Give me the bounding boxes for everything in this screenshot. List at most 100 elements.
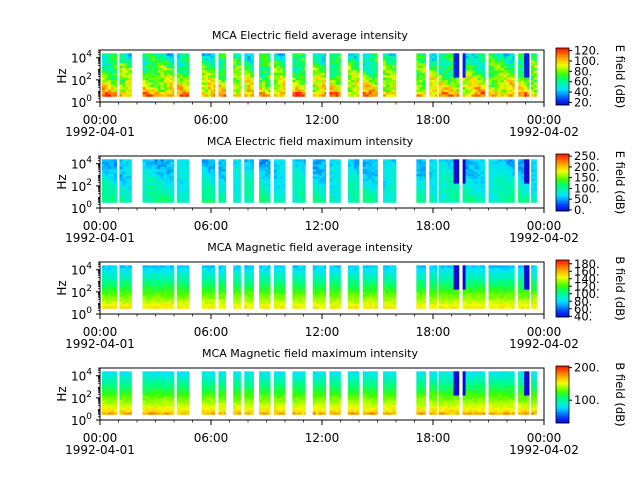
spectrogram-cell bbox=[201, 86, 206, 90]
spectrogram-cell bbox=[444, 70, 448, 73]
spectrogram-cell bbox=[148, 274, 152, 278]
spectrogram-cell bbox=[154, 279, 158, 283]
spectrogram-cell bbox=[292, 72, 296, 76]
spectrogram-cell bbox=[295, 53, 299, 57]
spectrogram-cell bbox=[273, 77, 278, 80]
spectrogram-cell bbox=[259, 166, 263, 170]
spectrogram-cell bbox=[395, 183, 397, 186]
spectrogram-cell bbox=[518, 62, 522, 66]
spectrogram-cell bbox=[441, 195, 445, 198]
spectrogram-cell bbox=[119, 303, 123, 307]
spectrogram-cell bbox=[279, 89, 284, 92]
spectrogram-cell bbox=[160, 62, 164, 66]
spectrogram-cell bbox=[321, 74, 326, 78]
spectrogram-cell bbox=[491, 159, 495, 163]
spectrogram-cell bbox=[179, 86, 184, 90]
spectrogram-cell bbox=[172, 301, 175, 304]
spectrogram-cell bbox=[450, 65, 454, 68]
spectrogram-cell bbox=[160, 161, 164, 165]
colorbar-band bbox=[556, 66, 569, 69]
spectrogram-cell bbox=[122, 301, 126, 304]
spectrogram-cell bbox=[142, 294, 146, 297]
spectrogram-cell bbox=[491, 195, 495, 198]
spectrogram-cell bbox=[503, 74, 507, 78]
spectrogram-cell bbox=[432, 178, 436, 182]
spectrogram-cell bbox=[182, 178, 187, 182]
spectrogram-cell bbox=[304, 86, 306, 90]
spectrogram-cell bbox=[119, 183, 123, 186]
spectrogram-cell bbox=[157, 190, 161, 194]
spectrogram-cell bbox=[477, 94, 481, 97]
spectrogram-cell bbox=[471, 62, 475, 66]
spectrogram-cell bbox=[350, 67, 355, 71]
spectrogram-cell bbox=[282, 62, 286, 66]
spectrogram-cell bbox=[371, 70, 375, 73]
spectrogram-cell bbox=[265, 60, 269, 64]
spectrogram-cell bbox=[163, 282, 167, 285]
spectrogram-cell bbox=[462, 67, 466, 71]
spectrogram-cell bbox=[503, 55, 507, 59]
spectrogram-cell bbox=[371, 168, 375, 172]
spectrogram-cell bbox=[416, 166, 420, 170]
spectrogram-cell bbox=[321, 173, 326, 177]
spectrogram-cell bbox=[166, 296, 170, 300]
spectrogram-cell bbox=[163, 294, 167, 297]
spectrogram-cell bbox=[182, 270, 187, 273]
spectrogram-cell bbox=[295, 159, 299, 163]
spectrogram-cell bbox=[221, 296, 225, 300]
spectrogram-cell bbox=[247, 164, 251, 167]
spectrogram-cell bbox=[527, 67, 530, 71]
spectrogram-cell bbox=[474, 70, 478, 73]
spectrogram-cell bbox=[207, 171, 212, 174]
spectrogram-cell bbox=[521, 62, 525, 66]
spectrogram-cell bbox=[353, 82, 358, 85]
spectrogram-cell bbox=[465, 197, 469, 201]
spectrogram-cell bbox=[145, 195, 149, 198]
spectrogram-cell bbox=[213, 185, 215, 189]
spectrogram-cell bbox=[512, 180, 515, 184]
spectrogram-cell bbox=[534, 180, 537, 184]
spectrogram-cell bbox=[166, 303, 170, 307]
spectrogram-cell bbox=[157, 159, 161, 163]
spectrogram-cell bbox=[154, 65, 158, 68]
spectrogram-cell bbox=[301, 185, 305, 189]
spectrogram-cell bbox=[453, 62, 457, 66]
spectrogram-cell bbox=[262, 79, 266, 83]
spectrogram-cell bbox=[268, 185, 271, 189]
spectrogram-cell bbox=[151, 58, 155, 61]
spectrogram-cell bbox=[491, 164, 495, 167]
spectrogram-cell bbox=[512, 195, 515, 198]
spectrogram-cell bbox=[239, 58, 241, 61]
spectrogram-cell bbox=[236, 192, 240, 196]
colorbar-band bbox=[556, 166, 569, 169]
spectrogram-cell bbox=[304, 53, 306, 57]
spectrogram-cell bbox=[500, 82, 504, 85]
spectrogram-cell bbox=[250, 65, 254, 68]
spectrogram-cell bbox=[356, 72, 360, 76]
spectrogram-cell bbox=[276, 183, 281, 186]
spectrogram-cell bbox=[239, 180, 241, 184]
spectrogram-cell bbox=[224, 289, 227, 292]
spectrogram-cell bbox=[250, 164, 254, 167]
spectrogram-cell bbox=[474, 183, 478, 186]
spectrogram-cell bbox=[172, 298, 175, 302]
spectrogram-cell bbox=[338, 53, 341, 57]
spectrogram-cell bbox=[534, 178, 537, 182]
spectrogram-cell bbox=[176, 301, 181, 304]
spectrogram-cell bbox=[335, 188, 339, 191]
spectrogram-cell bbox=[450, 74, 454, 78]
spectrogram-cell bbox=[154, 168, 158, 172]
spectrogram-cell bbox=[332, 86, 336, 90]
spectrogram-cell bbox=[383, 65, 387, 68]
spectrogram-cell bbox=[122, 89, 126, 92]
spectrogram-cell bbox=[233, 168, 237, 172]
spectrogram-cell bbox=[395, 171, 397, 174]
spectrogram-cell bbox=[292, 168, 296, 172]
spectrogram-cell bbox=[151, 200, 155, 203]
spectrogram-cell bbox=[518, 79, 522, 83]
spectrogram-cell bbox=[497, 94, 501, 97]
spectrogram-cell bbox=[422, 70, 426, 73]
spectrogram-cell bbox=[503, 168, 507, 172]
spectrogram-cell bbox=[512, 171, 515, 174]
spectrogram-cell bbox=[362, 166, 366, 170]
